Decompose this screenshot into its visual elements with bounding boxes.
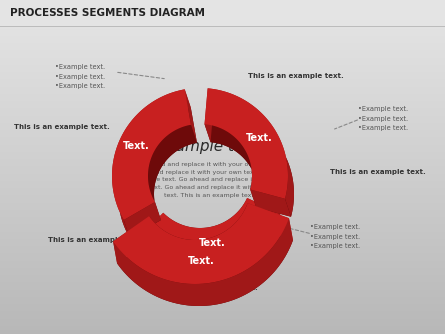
Polygon shape <box>113 216 153 263</box>
Polygon shape <box>247 203 293 240</box>
Polygon shape <box>112 89 191 220</box>
Polygon shape <box>205 88 288 199</box>
Polygon shape <box>138 198 280 264</box>
Polygon shape <box>205 88 214 142</box>
Polygon shape <box>112 89 191 238</box>
Text: Text.: Text. <box>246 133 273 143</box>
Text: Text.: Text. <box>123 141 150 151</box>
Text: This is an example text.: This is an example text. <box>162 285 258 291</box>
Text: This is an example text.: This is an example text. <box>330 169 426 175</box>
Bar <box>0 0 445 26</box>
Text: This is an example text.: This is an example text. <box>48 237 144 243</box>
Text: Text.: Text. <box>188 256 214 266</box>
Polygon shape <box>117 225 293 306</box>
Text: Go ahead and replace it with your own text. Go
ahead and replace it with your ow: Go ahead and replace it with your own te… <box>130 162 290 198</box>
Text: •Example text.
•Example text.
•Example text.: •Example text. •Example text. •Example t… <box>55 64 105 89</box>
Polygon shape <box>149 203 251 262</box>
Polygon shape <box>118 107 197 238</box>
Text: This is an example text.: This is an example text. <box>248 73 344 79</box>
Polygon shape <box>205 124 258 207</box>
Text: •Example text.
•Example text.
•Example text.: •Example text. •Example text. •Example t… <box>310 224 360 249</box>
Polygon shape <box>138 213 169 256</box>
Polygon shape <box>250 189 291 217</box>
Text: •Example text.
•Example text.
•Example text.: •Example text. •Example text. •Example t… <box>358 106 408 131</box>
Text: PROCESSES SEGMENTS DIAGRAM: PROCESSES SEGMENTS DIAGRAM <box>10 8 205 18</box>
Polygon shape <box>247 198 286 231</box>
Polygon shape <box>185 89 197 143</box>
Polygon shape <box>208 88 294 217</box>
Text: Example text.: Example text. <box>157 139 263 154</box>
Text: This is an example text.: This is an example text. <box>14 124 110 130</box>
Polygon shape <box>163 198 253 246</box>
Polygon shape <box>144 216 286 282</box>
Polygon shape <box>148 125 197 220</box>
Polygon shape <box>113 203 289 284</box>
Text: Text.: Text. <box>199 238 226 248</box>
Polygon shape <box>113 218 293 306</box>
Polygon shape <box>210 106 294 217</box>
Polygon shape <box>138 213 286 282</box>
Polygon shape <box>124 202 161 238</box>
